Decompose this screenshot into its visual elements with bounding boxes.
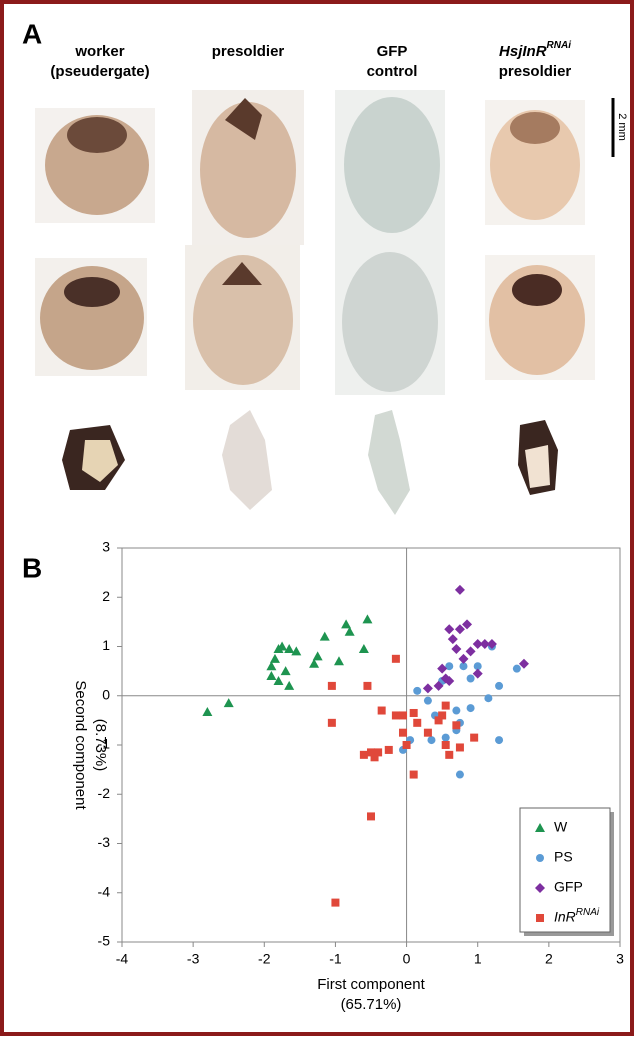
- point: [452, 721, 460, 729]
- point: [362, 614, 372, 623]
- point: [452, 707, 460, 715]
- x-tick-label: 1: [474, 951, 482, 967]
- point: [442, 702, 450, 710]
- legend-label: GFP: [554, 879, 583, 895]
- point: [320, 632, 330, 641]
- point: [442, 741, 450, 749]
- legend-label: W: [554, 819, 568, 835]
- point: [467, 704, 475, 712]
- y-tick-label: 2: [102, 588, 110, 604]
- point: [202, 707, 212, 716]
- superscript: RNAi: [547, 40, 572, 51]
- y-tick-label: 1: [102, 637, 110, 653]
- point: [399, 729, 407, 737]
- point: [456, 771, 464, 779]
- point: [224, 698, 234, 707]
- point: [410, 709, 418, 717]
- point: [392, 655, 400, 663]
- point: [470, 734, 478, 742]
- column-header: control: [367, 63, 418, 80]
- y-axis-title: (8.73%): [92, 719, 109, 772]
- point: [270, 654, 280, 663]
- x-tick-label: 3: [616, 951, 624, 967]
- point: [444, 624, 454, 634]
- legend-label: PS: [554, 849, 573, 865]
- point: [495, 682, 503, 690]
- x-tick-label: -1: [329, 951, 342, 967]
- point: [495, 736, 503, 744]
- x-tick-label: 0: [403, 951, 411, 967]
- point: [359, 644, 369, 653]
- point: [385, 746, 393, 754]
- column-header: presoldier: [499, 63, 572, 80]
- x-tick-label: -2: [258, 951, 271, 967]
- point: [399, 711, 407, 719]
- point: [456, 743, 464, 751]
- point: [442, 734, 450, 742]
- point: [413, 719, 421, 727]
- y-tick-label: -3: [98, 834, 111, 850]
- point: [363, 682, 371, 690]
- column-header: worker: [74, 43, 124, 60]
- point: [413, 687, 421, 695]
- panel-label: A: [22, 18, 42, 49]
- point: [455, 585, 465, 595]
- point: [435, 716, 443, 724]
- y-tick-label: -5: [98, 933, 111, 949]
- photos: [35, 90, 613, 515]
- y-tick-label: 0: [102, 686, 110, 702]
- point: [410, 771, 418, 779]
- point: [331, 899, 339, 907]
- point: [313, 651, 323, 660]
- point: [448, 634, 458, 644]
- point: [427, 736, 435, 744]
- point: [455, 624, 465, 634]
- column-header: (pseudergate): [50, 63, 149, 80]
- scale-bar-label: 2 mm: [616, 113, 628, 141]
- point: [392, 711, 400, 719]
- point: [424, 729, 432, 737]
- point: [266, 671, 276, 680]
- point: [378, 707, 386, 715]
- point: [445, 751, 453, 759]
- superscript: RNAi: [576, 907, 600, 918]
- point: [484, 694, 492, 702]
- point: [334, 656, 344, 665]
- point: [423, 683, 433, 693]
- point: [424, 697, 432, 705]
- column-header: presoldier: [212, 43, 285, 60]
- y-tick-label: 3: [102, 539, 110, 555]
- point: [284, 681, 294, 690]
- point: [281, 666, 291, 675]
- point: [513, 665, 521, 673]
- x-axis-title: First component: [317, 976, 425, 993]
- y-axis-title: Second component: [72, 680, 89, 810]
- x-tick-label: -4: [116, 951, 129, 967]
- point: [371, 753, 379, 761]
- point: [274, 676, 284, 685]
- panel-label: B: [22, 552, 42, 583]
- point: [367, 812, 375, 820]
- point: [328, 682, 336, 690]
- point: [403, 741, 411, 749]
- legend-marker: [536, 914, 544, 922]
- column-header: HsjInRRNAi: [499, 40, 571, 60]
- page: A B 2 mm worker (pseudergate) presoldier GF…: [0, 0, 634, 1036]
- point: [360, 751, 368, 759]
- x-axis-title: (65.71%): [341, 996, 402, 1013]
- point: [458, 654, 468, 664]
- x-tick-label: -3: [187, 951, 200, 967]
- y-tick-label: -4: [98, 883, 111, 899]
- point: [466, 646, 476, 656]
- figure: A B 2 mm worker (pseudergate) presoldier GF…: [0, 0, 634, 1036]
- column-header: GFP: [377, 43, 408, 60]
- point: [462, 619, 472, 629]
- point: [467, 675, 475, 683]
- y-tick-label: -2: [98, 785, 111, 801]
- legend-marker: [536, 854, 544, 862]
- x-tick-label: 2: [545, 951, 553, 967]
- point: [451, 644, 461, 654]
- point: [328, 719, 336, 727]
